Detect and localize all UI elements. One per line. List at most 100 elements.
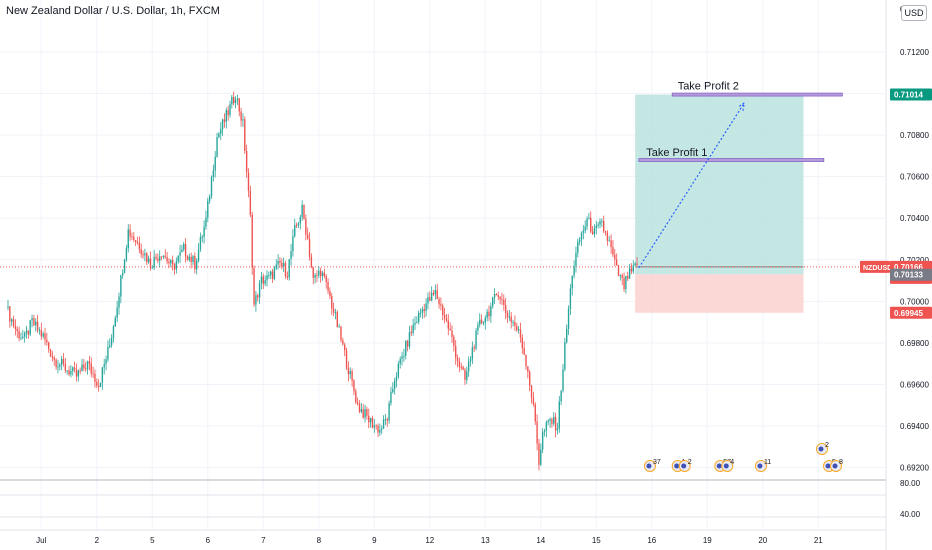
candle-body <box>393 381 396 390</box>
candle-body <box>284 263 287 277</box>
candle-body <box>497 295 499 297</box>
candle-body <box>355 391 357 403</box>
candle-body <box>14 325 17 329</box>
candle-body <box>473 347 475 349</box>
candle-body <box>142 254 144 256</box>
candle-body <box>16 328 18 331</box>
candle-body <box>475 330 477 349</box>
candle-body <box>414 322 416 325</box>
candle-body <box>96 382 98 386</box>
y-tick-label: 0.70400 <box>900 214 929 223</box>
candle-body <box>455 346 457 358</box>
candle-body <box>423 309 425 311</box>
candle-body <box>225 110 227 122</box>
candle-body <box>134 240 137 243</box>
y-tick-label: 0.69200 <box>900 464 929 473</box>
x-tick-label: 6 <box>206 536 211 545</box>
candle-body <box>57 366 59 368</box>
candle-body <box>277 261 279 265</box>
candle-body <box>157 258 159 261</box>
candle-body <box>118 296 120 308</box>
candle-body <box>562 369 564 391</box>
candle-body <box>329 290 331 297</box>
candle-body <box>25 330 28 333</box>
candle-body <box>122 273 124 276</box>
candle-body <box>492 297 494 307</box>
x-tick-label: Jul <box>36 536 46 545</box>
candle-body <box>512 321 514 323</box>
candle-body <box>360 409 363 412</box>
x-tick-label: 19 <box>703 536 712 545</box>
candle-body <box>251 214 253 268</box>
flag-icon <box>723 463 729 469</box>
candle-body <box>556 428 559 431</box>
candle-body <box>373 425 375 428</box>
candle-body <box>297 223 300 226</box>
candle-body <box>582 230 585 233</box>
candle-body <box>308 238 311 257</box>
candle-body <box>547 420 549 423</box>
x-tick-label: 9 <box>372 536 377 545</box>
candle-body <box>614 254 616 260</box>
candle-body <box>105 359 107 365</box>
candle-body <box>584 226 586 231</box>
take-profit-1-marker[interactable] <box>638 158 825 162</box>
candle-body <box>116 307 118 318</box>
candle-body <box>530 385 533 398</box>
currency-selector[interactable]: USD <box>901 5 927 21</box>
candle-body <box>271 271 274 279</box>
x-tick-label: 2 <box>95 536 100 545</box>
candle-body <box>390 392 392 404</box>
candle-body <box>371 417 374 428</box>
loss-zone[interactable] <box>635 274 804 313</box>
candle-body <box>569 288 572 309</box>
candle-body <box>349 371 351 375</box>
candle-body <box>166 257 168 262</box>
candle-body <box>608 240 610 242</box>
profit-zone[interactable] <box>635 94 804 275</box>
candle-body <box>358 403 361 412</box>
candle-body <box>368 415 370 423</box>
candle-body <box>591 231 594 235</box>
candle-body <box>72 367 74 372</box>
candle-body <box>438 298 440 305</box>
candle-body <box>223 119 226 122</box>
candle-body <box>229 104 231 116</box>
candle-body <box>405 340 407 356</box>
candle-body <box>443 315 446 319</box>
candle-body <box>586 218 588 227</box>
candle-body <box>508 316 511 318</box>
x-tick-label: 21 <box>814 536 823 545</box>
candle-body <box>238 98 240 112</box>
candle-body <box>416 321 418 323</box>
candle-body <box>325 276 327 283</box>
candle-body <box>171 259 174 265</box>
candle-body <box>353 380 355 392</box>
candle-body <box>216 137 218 157</box>
candle-body <box>188 256 190 260</box>
candle-body <box>107 346 109 360</box>
candle-body <box>462 366 464 370</box>
candle-body <box>466 371 468 380</box>
candle-body <box>273 268 276 279</box>
take-profit-2-marker[interactable] <box>671 92 843 97</box>
candle-body <box>571 275 573 289</box>
candle-body <box>201 236 203 238</box>
candle-body <box>493 294 496 298</box>
candle-body <box>18 330 20 339</box>
candle-body <box>467 361 470 372</box>
candle-body <box>184 244 187 257</box>
candle-body <box>410 332 412 334</box>
take-profit-2-label: Take Profit 2 <box>678 81 739 93</box>
candle-body <box>588 217 590 219</box>
candle-body <box>516 325 518 331</box>
candle-body <box>90 363 92 374</box>
candle-body <box>49 349 52 357</box>
candle-body <box>279 261 281 263</box>
candle-body <box>403 355 405 357</box>
candle-body <box>316 274 318 276</box>
candle-body <box>525 354 527 367</box>
candle-body <box>442 305 444 316</box>
x-tick-label: 20 <box>758 536 767 545</box>
